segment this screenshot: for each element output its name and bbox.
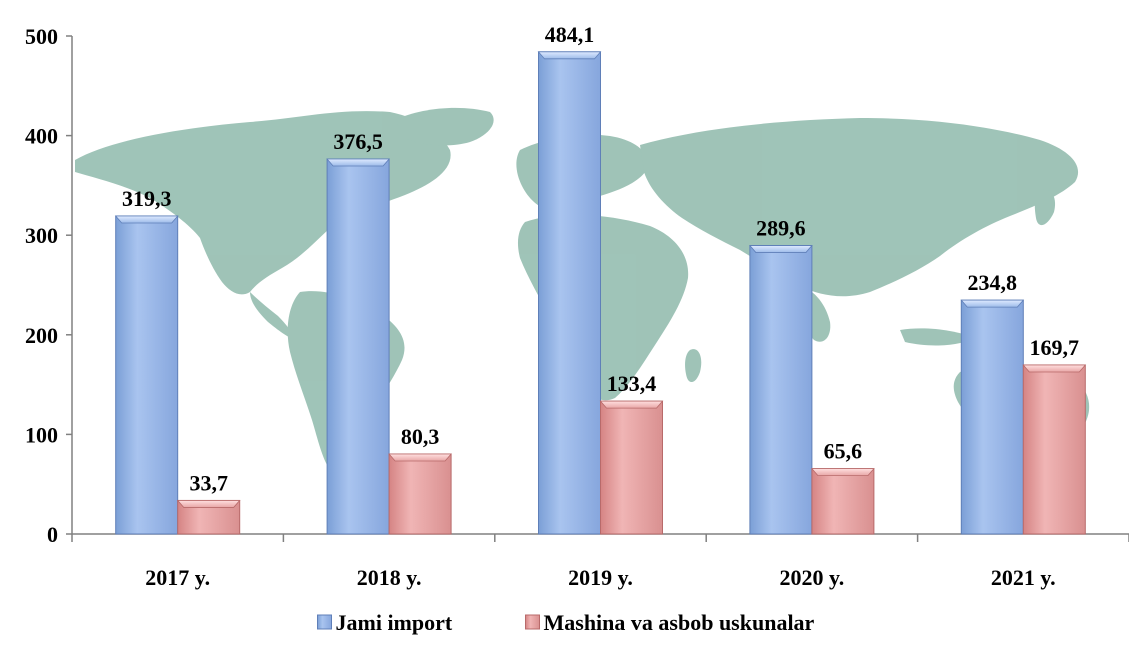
- data-label: 319,3: [122, 186, 172, 211]
- legend: Jami import Mashina va asbob uskunalar: [317, 610, 815, 635]
- bar-jami-import-0: [114, 215, 179, 535]
- bar-jami-import-3: [749, 245, 813, 535]
- bar-bevel: [326, 158, 390, 167]
- bar-bevel: [1022, 364, 1087, 373]
- bar-bevel: [388, 453, 452, 462]
- x-axis: 2017 y. 2018 y. 2019 y. 2020 y. 2021 y.: [71, 533, 1129, 590]
- y-tick-label: 400: [25, 124, 58, 149]
- bar-body: [115, 215, 179, 535]
- bar-body: [538, 51, 601, 535]
- bar-jami-import-1: [326, 158, 390, 535]
- y-tick-label: 100: [25, 422, 58, 447]
- bar-body: [388, 453, 452, 535]
- bar-mashina-0: [176, 499, 241, 535]
- bar-body: [1022, 364, 1086, 535]
- data-label: 33,7: [189, 470, 228, 495]
- legend-label: Mashina va asbob uskunalar: [544, 610, 815, 635]
- bar-bevel: [176, 500, 241, 508]
- data-label: 376,5: [333, 129, 383, 154]
- y-tick-label: 200: [25, 323, 58, 348]
- x-category-label: 2019 y.: [568, 565, 633, 590]
- y-axis: 0 100 200 300 400 500: [25, 24, 73, 547]
- y-tick-label: 0: [47, 522, 58, 547]
- data-labels-group: 319,3 376,5 484,1 289,6 234,8 33,7 80,3 133,4 65…: [122, 22, 1079, 496]
- x-category-label: 2017 y.: [145, 565, 210, 590]
- bar-body: [600, 400, 663, 535]
- data-label: 234,8: [968, 270, 1018, 295]
- data-label: 133,4: [607, 371, 657, 396]
- bar-bevel: [960, 299, 1025, 308]
- x-category-label: 2020 y.: [780, 565, 845, 590]
- legend-swatch: [317, 614, 332, 630]
- bar-bevel: [114, 215, 179, 224]
- bar-body: [749, 245, 813, 535]
- data-label: 80,3: [401, 424, 440, 449]
- legend-label: Jami import: [336, 610, 453, 635]
- bar-mashina-3: [811, 468, 875, 535]
- data-label: 289,6: [756, 216, 806, 241]
- bar-bevel: [811, 468, 875, 477]
- x-category-label: 2018 y.: [357, 565, 422, 590]
- data-label: 484,1: [545, 22, 595, 47]
- legend-swatch: [525, 614, 540, 630]
- bar-mashina-2: [599, 400, 664, 535]
- data-label: 169,7: [1030, 335, 1080, 360]
- x-category-label: 2021 y.: [991, 565, 1056, 590]
- bar-jami-import-4: [960, 299, 1025, 535]
- bar-mashina-4: [1022, 364, 1087, 535]
- bar-body: [326, 158, 390, 535]
- bar-bevel: [599, 400, 664, 409]
- legend-item-jami-import: Jami import: [317, 610, 453, 635]
- bar-mashina-1: [388, 453, 452, 535]
- bar-body: [811, 468, 875, 535]
- bar-bevel: [537, 51, 602, 60]
- bars-group: [114, 51, 1087, 535]
- bar-jami-import-2: [537, 51, 602, 535]
- bar-bevel: [749, 245, 813, 253]
- bar-body: [960, 299, 1024, 535]
- y-tick-label: 500: [25, 24, 58, 49]
- legend-item-mashina: Mashina va asbob uskunalar: [525, 610, 815, 635]
- y-tick-label: 300: [25, 223, 58, 248]
- data-label: 65,6: [824, 439, 863, 464]
